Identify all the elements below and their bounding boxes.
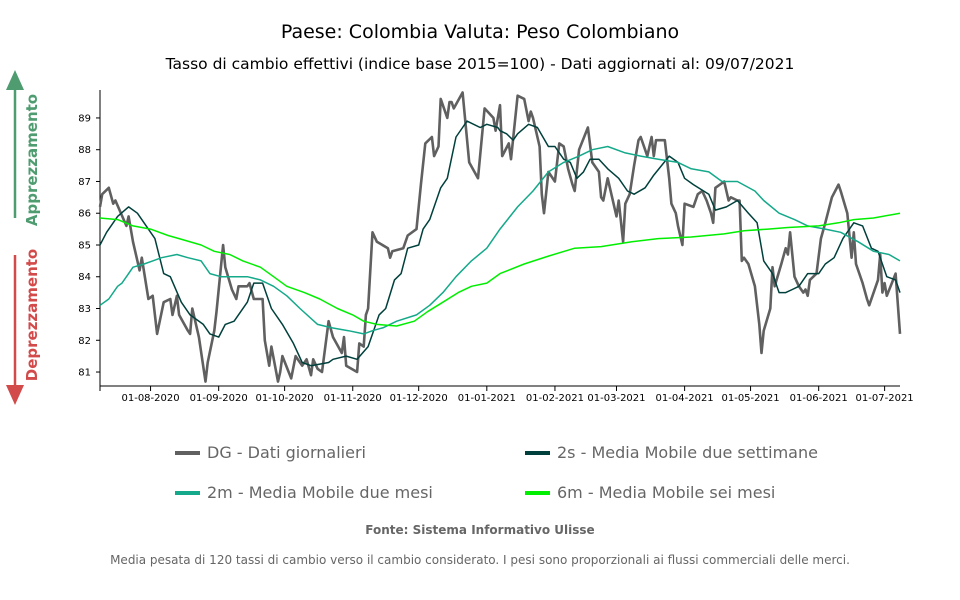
series-line-dg	[98, 91, 902, 383]
legend-label: 6m - Media Mobile sei mesi	[557, 483, 776, 502]
x-tick-label: 01-03-2021	[587, 393, 645, 404]
x-tick-label: 01-05-2021	[721, 393, 779, 404]
legend-swatch	[175, 450, 200, 455]
x-tick-label: 01-11-2020	[324, 393, 382, 404]
legend-swatch	[175, 490, 200, 495]
y-tick-label: 88	[78, 145, 91, 156]
legend-item-2s: 2s - Media Mobile due settimane	[525, 443, 818, 462]
y-tick-label: 82	[78, 336, 91, 347]
legend-label: 2s - Media Mobile due settimane	[557, 443, 818, 462]
legend-item-2m: 2m - Media Mobile due mesi	[175, 483, 433, 502]
x-tick-label: 01-08-2020	[121, 393, 179, 404]
x-tick-label: 01-10-2020	[256, 393, 314, 404]
appreciation-label: Apprezzamento	[23, 94, 41, 226]
series-line-2s	[99, 120, 901, 367]
chart-subtitle: Tasso di cambio effettivi (indice base 2…	[165, 55, 795, 73]
depreciation-label: Deprezzamento	[23, 249, 41, 381]
legend-swatch	[525, 490, 550, 495]
y-tick-label: 85	[78, 240, 91, 251]
legend-swatch	[525, 450, 550, 455]
x-tick-label: 01-07-2021	[856, 393, 914, 404]
y-tick-label: 86	[78, 209, 91, 220]
y-tick-label: 84	[78, 272, 91, 283]
x-tick-label: 01-06-2021	[790, 393, 848, 404]
legend-item-dg: DG - Dati giornalieri	[175, 443, 366, 462]
legend-label: DG - Dati giornalieri	[207, 443, 366, 462]
x-tick-label: 01-12-2020	[390, 393, 448, 404]
x-tick-label: 01-01-2021	[458, 393, 516, 404]
source-note: Fonte: Sistema Informativo Ulisse	[365, 523, 595, 537]
x-tick-label: 01-09-2020	[190, 393, 248, 404]
legend-label: 2m - Media Mobile due mesi	[207, 483, 433, 502]
appreciation-arrow-icon	[6, 70, 24, 218]
y-tick-label: 83	[78, 304, 91, 315]
y-tick-label: 81	[78, 368, 91, 379]
x-tick-label: 01-04-2021	[656, 393, 714, 404]
series-line-2m	[99, 145, 901, 335]
x-tick-label: 01-02-2021	[526, 393, 584, 404]
y-tick-label: 89	[78, 113, 91, 124]
y-tick-label: 87	[78, 177, 91, 188]
methodology-note: Media pesata di 120 tassi di cambio vers…	[110, 553, 850, 567]
depreciation-arrow-icon	[6, 255, 24, 405]
series-line-6m	[99, 212, 901, 327]
chart-title: Paese: Colombia Valuta: Peso Colombiano	[280, 21, 680, 43]
legend-item-6m: 6m - Media Mobile sei mesi	[525, 483, 775, 502]
